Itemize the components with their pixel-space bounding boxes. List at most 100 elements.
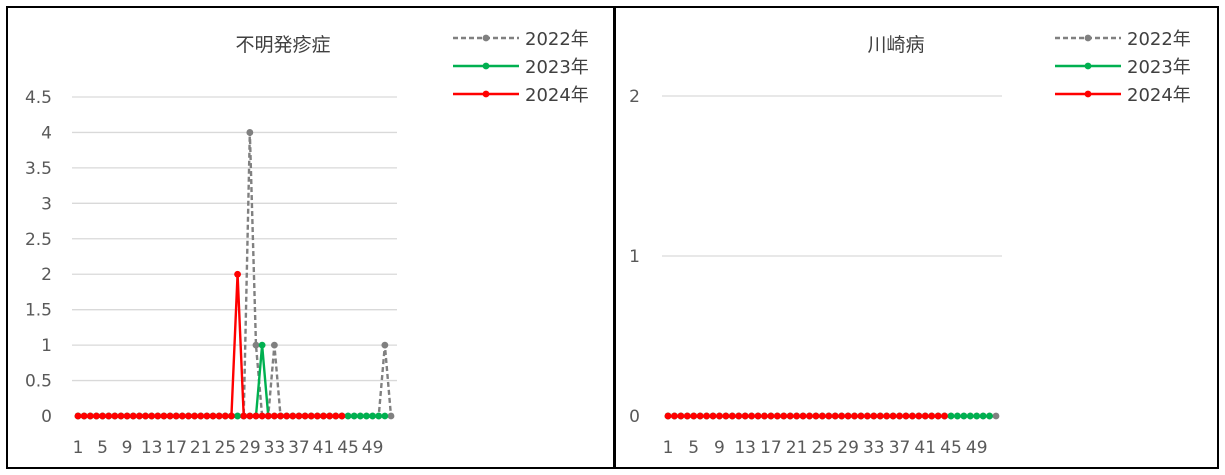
data-point [825, 412, 833, 420]
data-point [264, 412, 272, 420]
legend-marker [1084, 62, 1092, 70]
legend-marker [1084, 34, 1092, 42]
data-point [806, 412, 813, 420]
data-point [671, 412, 678, 420]
data-point [664, 412, 672, 420]
chart-title: 川崎病 [867, 34, 924, 56]
data-point [344, 412, 352, 420]
data-point [240, 412, 248, 420]
data-point [172, 412, 180, 420]
data-point [683, 412, 691, 420]
data-point [857, 412, 865, 420]
data-point [228, 412, 235, 420]
data-point [375, 412, 383, 420]
legend-marker [482, 34, 490, 42]
x-tick-label: 29 [837, 438, 859, 458]
data-point [258, 412, 266, 420]
data-point [221, 412, 229, 420]
data-point [197, 412, 205, 420]
data-point [979, 412, 987, 420]
data-point [947, 412, 955, 420]
data-point [350, 412, 358, 420]
data-point [93, 412, 100, 420]
data-point [185, 412, 192, 420]
legend-label: 2022年 [1127, 29, 1191, 50]
data-point [123, 412, 131, 420]
data-point [166, 412, 174, 420]
x-tick-label: 5 [688, 438, 699, 458]
legend-marker [1084, 90, 1092, 98]
x-tick-label: 45 [337, 438, 359, 458]
data-point [252, 412, 260, 420]
data-point [381, 341, 389, 349]
data-point [831, 412, 839, 420]
data-point [761, 412, 768, 420]
data-point [799, 412, 807, 420]
data-point [387, 412, 395, 420]
data-point [818, 412, 826, 420]
y-tick-label: 0 [41, 407, 52, 427]
data-point [896, 412, 903, 420]
x-tick-label: 29 [239, 438, 261, 458]
y-tick-label: 3 [41, 194, 52, 214]
y-tick-label: 0 [629, 407, 640, 427]
data-point [369, 412, 376, 420]
data-point [941, 412, 948, 420]
data-point [908, 412, 916, 420]
data-point [289, 412, 297, 420]
x-tick-label: 49 [362, 438, 384, 458]
legend-label: 2023年 [1127, 57, 1191, 78]
data-point [234, 270, 241, 278]
x-tick-label: 1 [73, 438, 84, 458]
data-point [86, 412, 94, 420]
x-tick-label: 41 [914, 438, 936, 458]
x-tick-label: 1 [663, 438, 674, 458]
data-point [992, 412, 1000, 420]
x-tick-label: 21 [786, 438, 808, 458]
data-point [973, 412, 981, 420]
y-tick-label: 2 [629, 87, 640, 107]
data-point [812, 412, 820, 420]
data-point [178, 412, 186, 420]
data-point [270, 341, 278, 349]
data-point [246, 412, 254, 420]
data-point [780, 412, 788, 420]
data-point [735, 412, 743, 420]
y-tick-label: 2 [41, 265, 52, 285]
legend-marker [482, 90, 490, 98]
data-point [754, 412, 762, 420]
x-tick-label: 37 [889, 438, 911, 458]
data-point [863, 412, 871, 420]
data-point [320, 412, 327, 420]
data-point [203, 412, 211, 420]
data-point [338, 412, 346, 420]
legend-label: 2024年 [525, 85, 589, 106]
x-tick-label: 37 [288, 438, 310, 458]
data-point [838, 412, 846, 420]
x-tick-label: 5 [97, 438, 108, 458]
data-point [986, 412, 993, 420]
data-point [307, 412, 315, 420]
y-tick-label: 1 [629, 247, 640, 267]
legend-label: 2023年 [525, 57, 589, 78]
data-point [722, 412, 730, 420]
y-tick-label: 2.5 [25, 230, 52, 250]
data-point [191, 412, 199, 420]
x-tick-label: 49 [966, 438, 988, 458]
data-point [934, 412, 942, 420]
data-point [154, 412, 162, 420]
data-point [928, 412, 936, 420]
x-tick-label: 25 [214, 438, 236, 458]
data-point [246, 129, 254, 136]
data-point [716, 412, 723, 420]
data-point [870, 412, 878, 420]
data-point [902, 412, 910, 420]
data-point [915, 412, 923, 420]
data-point [99, 412, 106, 420]
data-point [677, 412, 685, 420]
data-point [703, 412, 710, 420]
chart-panel-left: 不明発疹症 0 0.5 1 1.5 2 2.5 3 3.5 4 4.5 1 5 9 13 17 21 25 29 33… [6, 6, 615, 469]
data-point [105, 412, 113, 420]
